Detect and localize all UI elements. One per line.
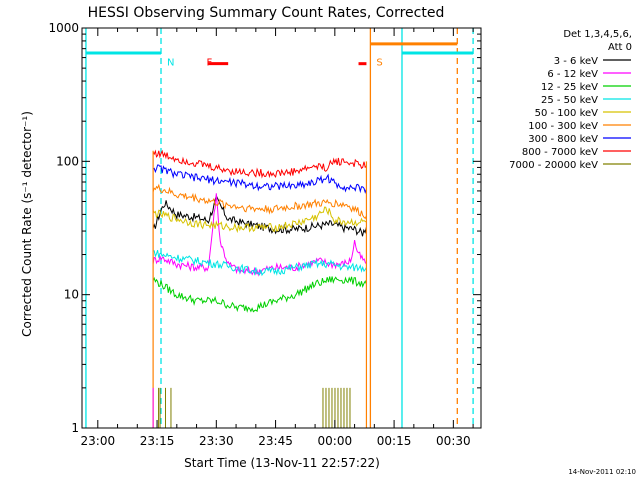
- chart-title: HESSI Observing Summary Count Rates, Cor…: [88, 5, 445, 21]
- y-tick-label: 100: [56, 154, 79, 168]
- legend-label: 6 - 12 keV: [547, 69, 598, 80]
- x-tick-label: 00:15: [377, 434, 412, 448]
- series-line: [152, 194, 367, 237]
- x-tick-label: 23:00: [81, 434, 116, 448]
- y-axis-label: Corrected Count Rate (s⁻¹ detector⁻¹): [20, 111, 34, 337]
- series-line: [152, 149, 367, 179]
- series-line: [152, 193, 367, 277]
- timestamp: 14-Nov-2011 02:10: [568, 468, 636, 476]
- series-line: [152, 206, 367, 234]
- x-axis-label: Start Time (13-Nov-11 22:57:22): [184, 456, 380, 470]
- series-line: [153, 249, 367, 277]
- y-tick-label: 1: [71, 421, 79, 435]
- annotation-F: F: [207, 58, 213, 69]
- legend: 3 - 6 keV 6 - 12 keV 12 - 25 keV 25 - 50 ke…: [509, 56, 631, 171]
- annotation-N: N: [167, 58, 174, 69]
- legend-label: 800 - 7000 keV: [522, 147, 598, 158]
- y-tick-label: 10: [64, 288, 79, 302]
- plot-frame: [81, 27, 482, 429]
- legend-label: 100 - 300 keV: [528, 121, 598, 132]
- legend-label: 7000 - 20000 keV: [509, 160, 598, 171]
- legend-label: 3 - 6 keV: [554, 56, 598, 67]
- x-tick-label: 23:30: [199, 434, 234, 448]
- series-line: [152, 164, 367, 194]
- series-line: [152, 183, 367, 220]
- legend-label: 12 - 25 keV: [541, 82, 598, 93]
- y-tick-label: 1000: [48, 21, 79, 35]
- x-tick-label: 23:45: [258, 434, 293, 448]
- annotation-S: S: [376, 58, 382, 69]
- legend-title-line-2: Att 0: [608, 42, 632, 53]
- legend-label: 300 - 800 keV: [528, 134, 598, 145]
- x-tick-label: 23:15: [140, 434, 175, 448]
- x-tick-label: 00:30: [436, 434, 471, 448]
- legend-title-line-1: Det 1,3,4,5,6,: [563, 29, 632, 40]
- series-line: [152, 276, 367, 313]
- legend-label: 50 - 100 keV: [535, 108, 599, 119]
- x-tick-label: 00:00: [318, 434, 353, 448]
- legend-label: 25 - 50 keV: [541, 95, 598, 106]
